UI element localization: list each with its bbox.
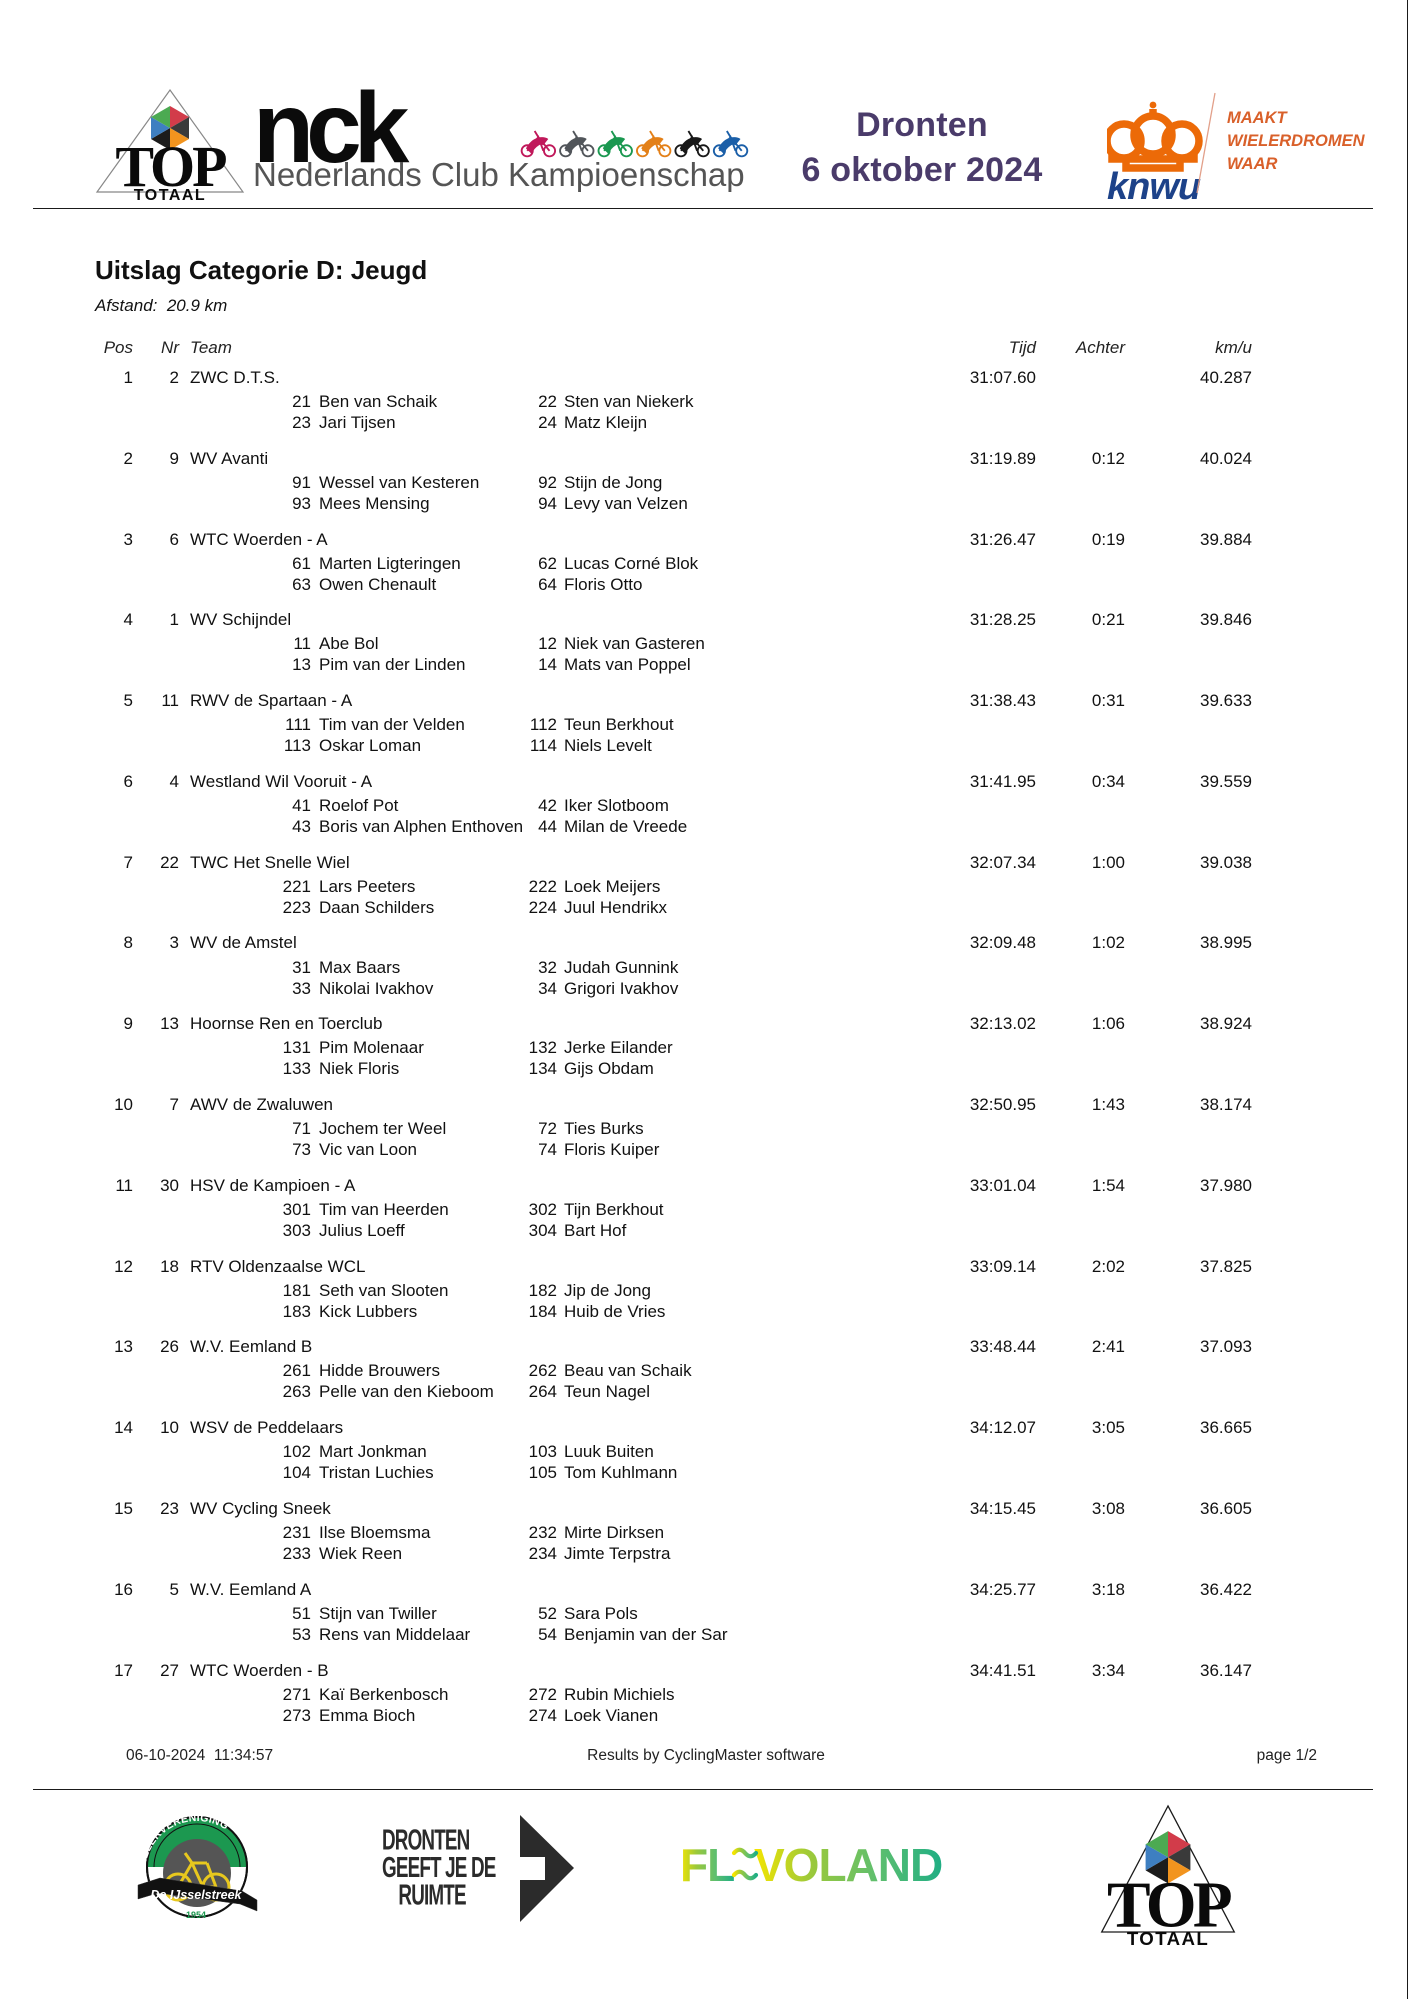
svg-text:WAAR: WAAR (1227, 155, 1277, 173)
svg-text:Nederlands Club Kampioenschap: Nederlands Club Kampioenschap (253, 156, 745, 192)
svg-text:TOTAAL: TOTAAL (1127, 1928, 1209, 1948)
svg-text:knwu: knwu (1107, 166, 1201, 205)
svg-text:RUIMTE: RUIMTE (398, 1880, 466, 1912)
svg-text:TOTAAL: TOTAAL (134, 187, 206, 203)
svg-text:De IJsselstreek: De IJsselstreek (150, 1888, 242, 1902)
svg-text:VOLAND: VOLAND (754, 1839, 942, 1891)
svg-text:FL: FL (680, 1839, 734, 1891)
svg-text:MAAKT: MAAKT (1227, 109, 1288, 127)
svg-text:1954: 1954 (186, 1910, 206, 1920)
svg-text:WIELERDROMEN: WIELERDROMEN (1227, 132, 1366, 150)
